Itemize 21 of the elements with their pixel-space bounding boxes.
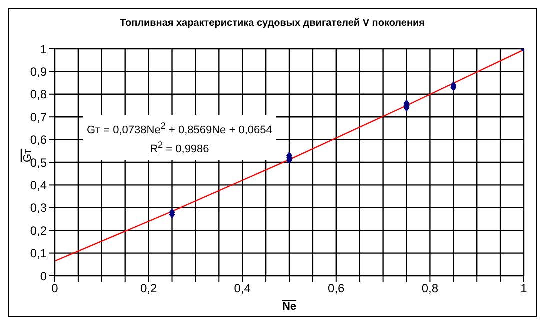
x-tick-label: 0,4 — [234, 282, 252, 296]
y-tick-label: 0 — [40, 269, 48, 284]
x-axis-title: Ne — [282, 301, 297, 313]
x-tick-label: 0,2 — [140, 282, 158, 296]
x-tick-label: 0 — [52, 282, 59, 296]
x-tick-label: 0,8 — [422, 282, 439, 296]
y-tick-label: 0,9 — [30, 64, 48, 79]
x-tick-label: 1 — [520, 282, 528, 296]
y-tick-label: 0,6 — [30, 133, 48, 148]
annotation: R$^{2}$ = 0,9986 — [149, 138, 210, 156]
y-tick-label: 0,5 — [30, 156, 48, 170]
y-tick-label: 1 — [40, 42, 48, 56]
chart-title: Топливная характеристика судовых двигателей V поколения — [119, 18, 426, 29]
y-tick-label: 0,2 — [30, 224, 48, 238]
y-tick-label: 0,8 — [30, 88, 48, 102]
y-tick-label: 0,3 — [30, 201, 48, 216]
y-tick-label: 0,7 — [30, 110, 48, 124]
annotation: Gт = 0,0738Ne$^{2}$ + 0,8569Ne + 0,0654 — [87, 120, 272, 138]
y-tick-label: 0,4 — [30, 178, 48, 192]
x-tick-label: 0,6 — [328, 282, 346, 296]
y-tick-label: 0,1 — [30, 246, 48, 261]
